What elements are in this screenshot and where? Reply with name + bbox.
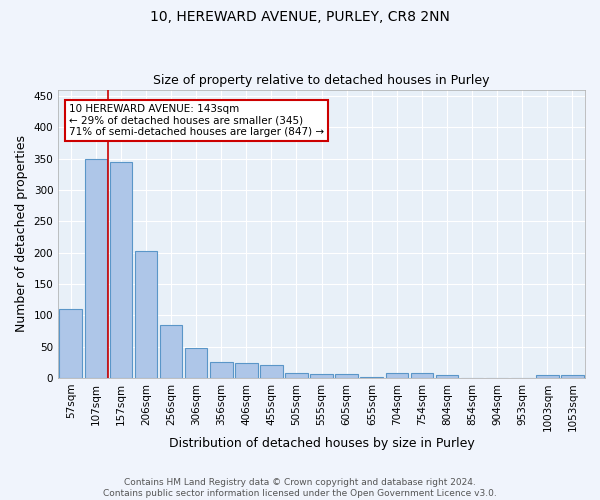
- Text: Contains HM Land Registry data © Crown copyright and database right 2024.
Contai: Contains HM Land Registry data © Crown c…: [103, 478, 497, 498]
- Y-axis label: Number of detached properties: Number of detached properties: [15, 136, 28, 332]
- Bar: [185, 348, 208, 378]
- Bar: [110, 162, 132, 378]
- Bar: [335, 374, 358, 378]
- Text: 10, HEREWARD AVENUE, PURLEY, CR8 2NN: 10, HEREWARD AVENUE, PURLEY, CR8 2NN: [150, 10, 450, 24]
- Bar: [85, 158, 107, 378]
- Bar: [260, 365, 283, 378]
- Title: Size of property relative to detached houses in Purley: Size of property relative to detached ho…: [154, 74, 490, 87]
- Bar: [210, 362, 233, 378]
- Text: 10 HEREWARD AVENUE: 143sqm
← 29% of detached houses are smaller (345)
71% of sem: 10 HEREWARD AVENUE: 143sqm ← 29% of deta…: [69, 104, 324, 137]
- Bar: [160, 326, 182, 378]
- Bar: [410, 373, 433, 378]
- Bar: [386, 373, 408, 378]
- Bar: [59, 309, 82, 378]
- Bar: [536, 376, 559, 378]
- Bar: [235, 363, 257, 378]
- Bar: [285, 373, 308, 378]
- Bar: [436, 376, 458, 378]
- Bar: [310, 374, 333, 378]
- Bar: [561, 376, 584, 378]
- Bar: [134, 250, 157, 378]
- X-axis label: Distribution of detached houses by size in Purley: Distribution of detached houses by size …: [169, 437, 475, 450]
